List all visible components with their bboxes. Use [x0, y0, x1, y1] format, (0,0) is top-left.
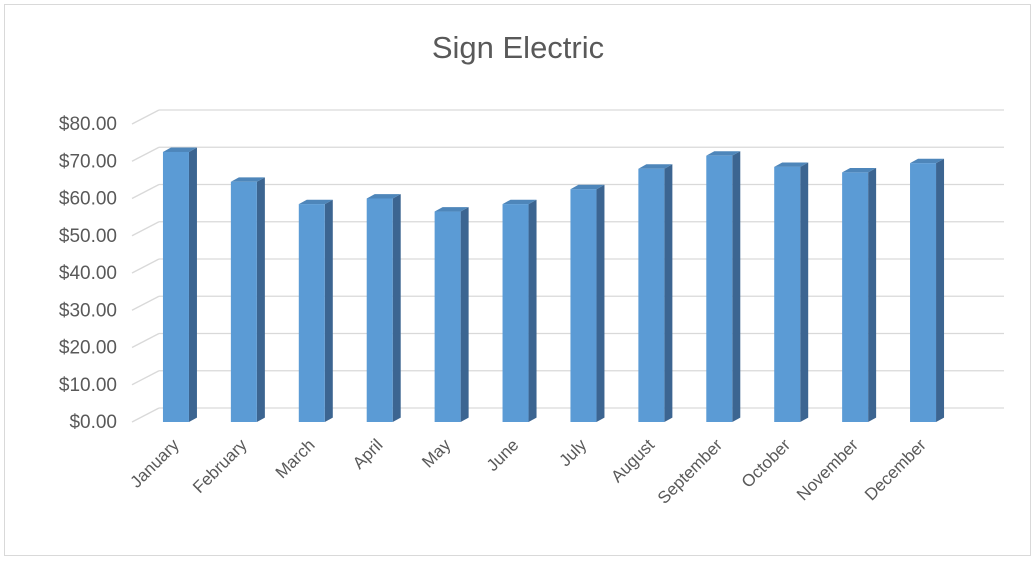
- bar-side: [868, 168, 877, 422]
- bar-july: [570, 184, 605, 422]
- bar-january: [162, 147, 197, 422]
- bar-side: [596, 184, 605, 422]
- x-tick-label: October: [738, 435, 794, 491]
- gridline-depth: [131, 332, 160, 349]
- gridline-depth: [131, 109, 160, 125]
- y-tick-label: $20.00: [59, 338, 117, 359]
- bar-front: [434, 211, 461, 422]
- bar-side: [664, 164, 673, 423]
- gridline-depth: [131, 370, 160, 386]
- y-tick-label: $0.00: [69, 412, 117, 433]
- bar-side: [528, 199, 537, 422]
- x-tick-label: July: [555, 435, 590, 470]
- x-tick-label: September: [654, 435, 726, 507]
- bar-front: [502, 204, 529, 422]
- bar-top: [842, 168, 877, 173]
- bar-top: [298, 199, 333, 205]
- y-tick-label: $60.00: [59, 189, 117, 210]
- x-tick-label: November: [793, 435, 862, 504]
- bars: [162, 147, 945, 423]
- bar-side: [256, 177, 265, 422]
- bar-top: [570, 184, 605, 190]
- bar-side: [324, 199, 333, 422]
- bar-front: [842, 172, 869, 422]
- y-tick-label: $40.00: [59, 263, 117, 284]
- bar-october: [774, 162, 809, 422]
- bar-may: [434, 207, 469, 422]
- x-tick-label: August: [607, 435, 658, 486]
- bar-front: [570, 189, 597, 422]
- bar-side: [392, 194, 401, 422]
- gridline-depth: [131, 183, 160, 200]
- bar-november: [842, 168, 877, 422]
- bar-top: [230, 177, 265, 182]
- y-tick-label: $80.00: [59, 114, 117, 135]
- bar-side: [732, 151, 741, 422]
- y-tick-label: $70.00: [59, 151, 117, 172]
- x-tick-label: February: [189, 435, 251, 497]
- bar-side: [936, 158, 945, 422]
- bar-top: [910, 158, 945, 164]
- bar-september: [706, 151, 741, 422]
- bar-top: [434, 207, 469, 212]
- x-tick-label: January: [127, 435, 184, 492]
- bar-top: [706, 151, 741, 156]
- bar-side: [460, 207, 469, 422]
- bar-front: [230, 181, 257, 422]
- bar-march: [298, 199, 333, 422]
- gridline-depth: [131, 407, 160, 423]
- bar-top: [366, 194, 401, 199]
- bar-front: [910, 163, 937, 423]
- x-tick-label: May: [418, 435, 454, 471]
- bar-june: [502, 199, 537, 422]
- gridline-depth: [131, 146, 160, 162]
- bar-front: [774, 166, 801, 422]
- bar-december: [910, 158, 945, 423]
- x-tick-label: March: [272, 435, 319, 482]
- bar-side: [188, 147, 197, 422]
- gridline-depth: [131, 258, 160, 274]
- gridline-depth: [131, 295, 160, 311]
- bar-side: [800, 162, 809, 422]
- x-tick-label: December: [861, 435, 930, 504]
- bar-front: [638, 168, 665, 422]
- bar-top: [162, 147, 197, 152]
- gridline-depth: [131, 221, 160, 237]
- y-tick-label: $30.00: [59, 300, 117, 321]
- bar-top: [502, 199, 537, 205]
- bar-april: [366, 194, 401, 422]
- chart-title: Sign Electric: [431, 30, 605, 65]
- y-tick-label: $10.00: [59, 375, 117, 396]
- x-tick-label: April: [349, 435, 386, 472]
- bar-august: [638, 164, 673, 423]
- bar-february: [230, 177, 265, 422]
- y-tick-label: $50.00: [59, 226, 117, 247]
- x-tick-label: June: [483, 435, 523, 475]
- bar-front: [298, 204, 325, 422]
- bar-front: [366, 198, 393, 422]
- bar-top: [774, 162, 809, 167]
- bar-front: [706, 155, 733, 422]
- bar-top: [638, 164, 673, 169]
- bar-front: [162, 151, 189, 422]
